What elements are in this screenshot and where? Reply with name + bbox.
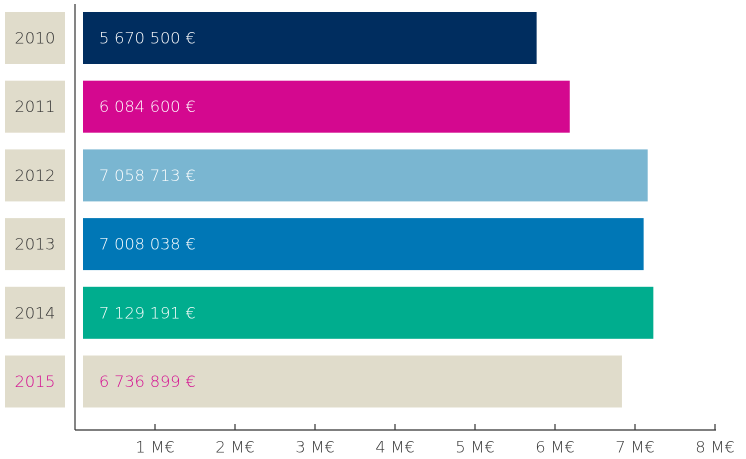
- value-label: 7 058 713 €: [99, 166, 196, 185]
- x-tick-label: 6 M€: [535, 438, 574, 457]
- value-label: 7 129 191 €: [99, 303, 196, 322]
- category-box: [5, 80, 65, 133]
- y-tick-label: 2010: [15, 29, 56, 48]
- bar: [83, 12, 537, 64]
- bar: [83, 355, 622, 408]
- y-tick-label: 2012: [15, 166, 56, 185]
- y-tick-label: 2013: [15, 235, 56, 254]
- value-label: 6 084 600 €: [99, 97, 196, 116]
- x-tick-label: 3 M€: [295, 438, 334, 457]
- value-label: 6 736 899 €: [99, 372, 196, 391]
- value-label: 7 008 038 €: [99, 235, 196, 254]
- x-tick-label: 1 M€: [135, 438, 174, 457]
- bar: [83, 218, 644, 271]
- x-tick-label: 2 M€: [215, 438, 254, 457]
- y-tick-label: 2011: [15, 97, 56, 116]
- y-tick-label: 2014: [15, 303, 56, 322]
- bar: [83, 80, 570, 133]
- x-tick-label: 8 M€: [695, 438, 734, 457]
- category-box: [5, 218, 65, 271]
- category-box: [5, 286, 65, 339]
- category-box: [5, 355, 65, 408]
- y-tick-label: 2015: [15, 372, 56, 391]
- bar: [83, 286, 654, 339]
- x-tick-label: 4 M€: [375, 438, 414, 457]
- x-tick-label: 7 M€: [615, 438, 654, 457]
- bar: [83, 149, 648, 202]
- category-box: [5, 149, 65, 202]
- category-box: [5, 12, 65, 64]
- x-tick-label: 5 M€: [455, 438, 494, 457]
- value-label: 5 670 500 €: [99, 29, 196, 48]
